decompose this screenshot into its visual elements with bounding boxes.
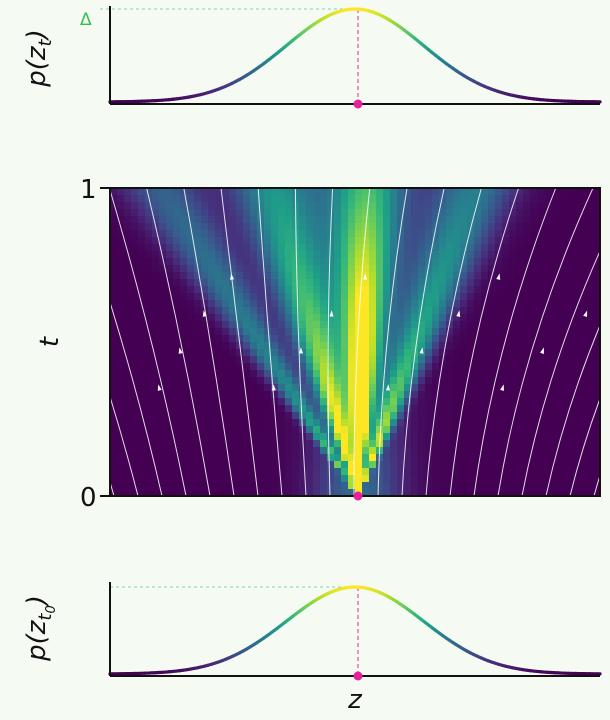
density-heatmap (110, 188, 600, 496)
bottom-density-curve (108, 585, 602, 676)
top-density-panel: Δ p(zt) (22, 6, 602, 109)
streamline-arrow (496, 273, 501, 280)
streamline-arrow (419, 347, 424, 354)
streamline (353, 188, 371, 496)
streamline (110, 188, 187, 496)
streamline (401, 188, 445, 496)
y-tick-1: 1 (80, 175, 97, 205)
streamline (183, 188, 235, 496)
heatmap-origin-marker (353, 491, 363, 501)
streamline (473, 188, 557, 496)
streamline (294, 188, 307, 496)
streamlines (43, 188, 600, 496)
streamline (449, 188, 520, 496)
peak-label: Δ (80, 10, 92, 30)
heatmap-ylabel: t (35, 336, 65, 347)
streamline-arrow (500, 384, 505, 391)
streamline-arrow (299, 347, 304, 354)
streamline-arrow (202, 310, 207, 317)
streamline-arrow (229, 273, 235, 280)
streamline (110, 395, 139, 496)
streamline (110, 300, 163, 496)
streamline-arrow (97, 273, 101, 280)
x-axis-label: z (347, 685, 363, 715)
streamline (497, 188, 594, 496)
flow-panel: 1 0 t (35, 175, 601, 513)
streamline-arrow (363, 273, 368, 280)
streamline (327, 188, 334, 496)
streamline-arrow (58, 347, 62, 354)
streamline-arrow (271, 384, 276, 391)
streamline-arrow (76, 310, 80, 317)
streamline (545, 324, 600, 496)
streamline (146, 188, 211, 496)
top-mean-marker (353, 99, 363, 109)
streamline (569, 397, 600, 496)
top-ylabel: p(zt) (22, 29, 56, 88)
top-density-curve (108, 7, 602, 104)
bottom-ylabel: p(zt0) (22, 595, 59, 662)
bottom-mean-marker (353, 671, 363, 681)
bottom-density-panel: p(zt0) z (22, 582, 602, 715)
streamline (257, 188, 283, 496)
streamline (425, 188, 482, 496)
streamline-arrow (329, 310, 334, 317)
streamline-arrow (157, 384, 162, 391)
streamline-arrow (43, 385, 47, 392)
streamline-arrow (540, 347, 544, 354)
streamline (220, 188, 259, 496)
streamline-arrow (583, 310, 588, 318)
streamline-arrow (385, 384, 390, 391)
streamline (521, 249, 600, 496)
streamline (377, 188, 408, 496)
streamline-arrow (456, 310, 461, 317)
y-tick-0: 0 (80, 483, 97, 513)
streamline-arrow (178, 347, 183, 354)
